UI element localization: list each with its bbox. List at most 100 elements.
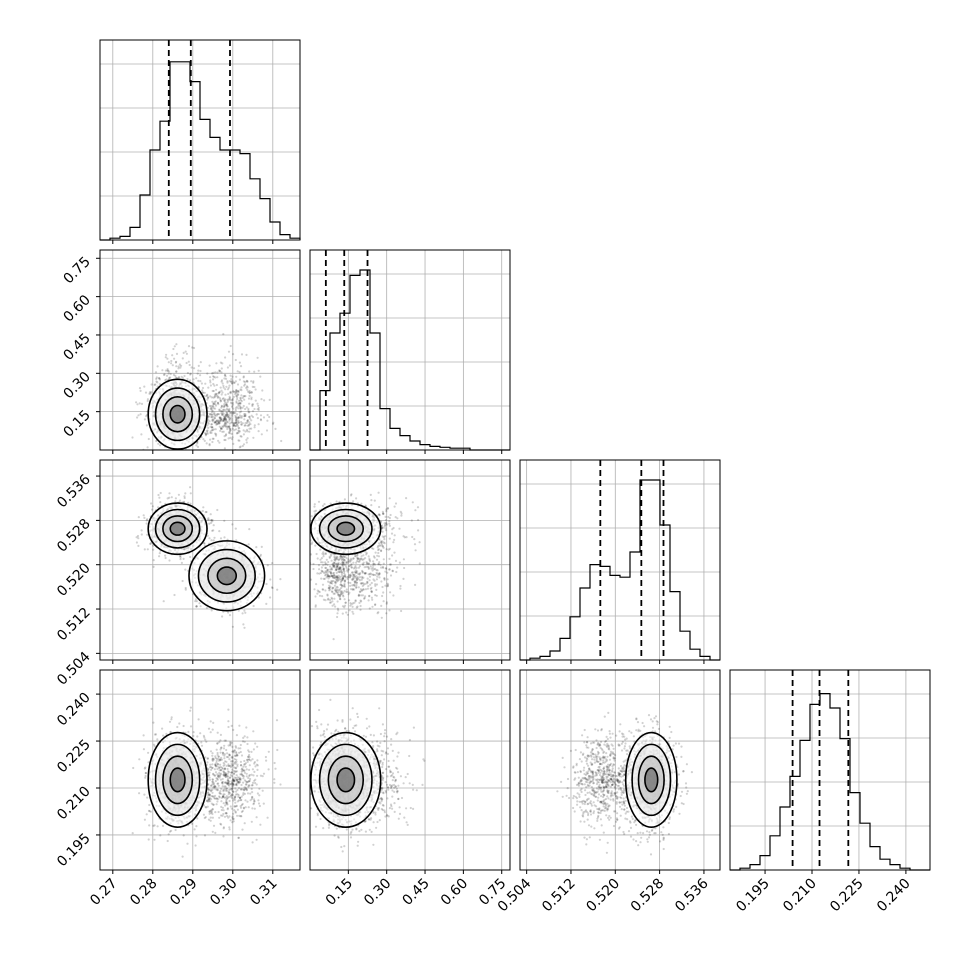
sample-point: [361, 577, 364, 580]
sample-point: [224, 414, 227, 417]
sample-point: [224, 393, 227, 396]
sample-point: [391, 528, 394, 531]
sample-point: [343, 606, 346, 609]
sample-point: [181, 377, 185, 380]
sample-point: [203, 391, 206, 394]
sample-point: [174, 361, 177, 364]
sample-point: [377, 563, 380, 566]
contour-ring: [154, 508, 201, 549]
sample-point: [232, 442, 235, 445]
sample-point: [242, 429, 245, 432]
sample-point: [332, 638, 335, 641]
sample-point: [251, 404, 254, 408]
sample-point: [340, 557, 343, 560]
sample-point: [189, 555, 192, 559]
sample-point: [219, 361, 222, 364]
sample-point: [213, 402, 216, 405]
sample-point: [221, 362, 224, 365]
sample-point: [146, 399, 149, 403]
sample-point: [214, 421, 217, 424]
sample-point: [248, 430, 251, 433]
sample-point: [206, 393, 209, 396]
sample-point: [179, 554, 182, 557]
sample-point: [225, 403, 228, 406]
sample-point: [370, 499, 373, 502]
sample-point: [328, 575, 332, 578]
sample-point: [234, 424, 237, 427]
sample-point: [351, 584, 354, 587]
sample-point: [349, 584, 352, 588]
panel-p2-p2: [309, 249, 511, 454]
sample-point: [353, 566, 357, 569]
sample-point: [335, 563, 338, 566]
sample-point: [223, 403, 226, 406]
sample-point: [166, 369, 169, 372]
sample-point: [222, 419, 225, 422]
sample-point: [238, 371, 241, 374]
sample-point: [312, 562, 315, 566]
sample-point: [230, 417, 233, 420]
sample-point: [349, 560, 352, 563]
sample-point: [376, 575, 379, 578]
sample-point: [353, 580, 356, 584]
sample-point: [373, 579, 376, 582]
sample-point: [372, 568, 375, 571]
sample-point: [212, 539, 215, 542]
sample-point: [331, 572, 335, 575]
sample-point: [282, 580, 284, 582]
sample-point: [342, 563, 345, 566]
sample-point: [222, 419, 225, 422]
sample-point: [392, 594, 395, 597]
tick-label-p3: 0.520: [54, 560, 94, 600]
sample-point: [345, 611, 348, 614]
sample-point: [380, 604, 383, 608]
sample-point: [178, 376, 181, 379]
sample-point: [347, 593, 350, 596]
sample-point: [175, 456, 177, 458]
sample-point: [341, 594, 345, 597]
sample-point: [269, 596, 272, 599]
sample-point: [335, 575, 338, 579]
sample-point: [232, 422, 235, 425]
sample-point: [189, 372, 192, 375]
density-fill: [217, 567, 237, 585]
sample-point: [265, 602, 268, 606]
sample-point: [335, 580, 338, 583]
sample-point: [164, 556, 167, 560]
sample-point: [417, 518, 420, 522]
sample-point: [332, 576, 335, 579]
sample-point: [349, 581, 352, 585]
sample-point: [146, 518, 149, 521]
sample-point: [248, 415, 251, 418]
sample-point: [136, 416, 139, 419]
sample-point: [335, 568, 338, 571]
sample-point: [162, 373, 166, 376]
sample-point: [376, 572, 379, 575]
sample-point: [232, 422, 235, 425]
sample-point: [165, 374, 169, 377]
sample-point: [187, 360, 190, 363]
sample-point: [131, 436, 134, 439]
sample-point: [221, 410, 224, 413]
sample-point: [194, 598, 197, 601]
panel-p2-p1: 0.150.300.450.600.75: [60, 249, 301, 458]
sample-point: [353, 584, 356, 588]
sample-point: [232, 423, 235, 426]
sample-point: [218, 416, 221, 419]
sample-point: [166, 369, 169, 372]
sample-point: [214, 420, 217, 423]
sample-point: [363, 596, 366, 600]
sample-point: [343, 559, 346, 562]
sample-point: [378, 513, 381, 516]
sample-point: [358, 565, 361, 568]
sample-point: [211, 426, 214, 429]
sample-point: [235, 406, 238, 409]
sample-point: [271, 586, 274, 590]
sample-point: [306, 522, 308, 524]
sample-point: [215, 394, 218, 397]
sample-point: [266, 413, 269, 417]
sample-point: [213, 384, 216, 387]
sample-point: [338, 557, 341, 560]
sample-point: [224, 420, 227, 423]
sample-point: [328, 556, 331, 560]
